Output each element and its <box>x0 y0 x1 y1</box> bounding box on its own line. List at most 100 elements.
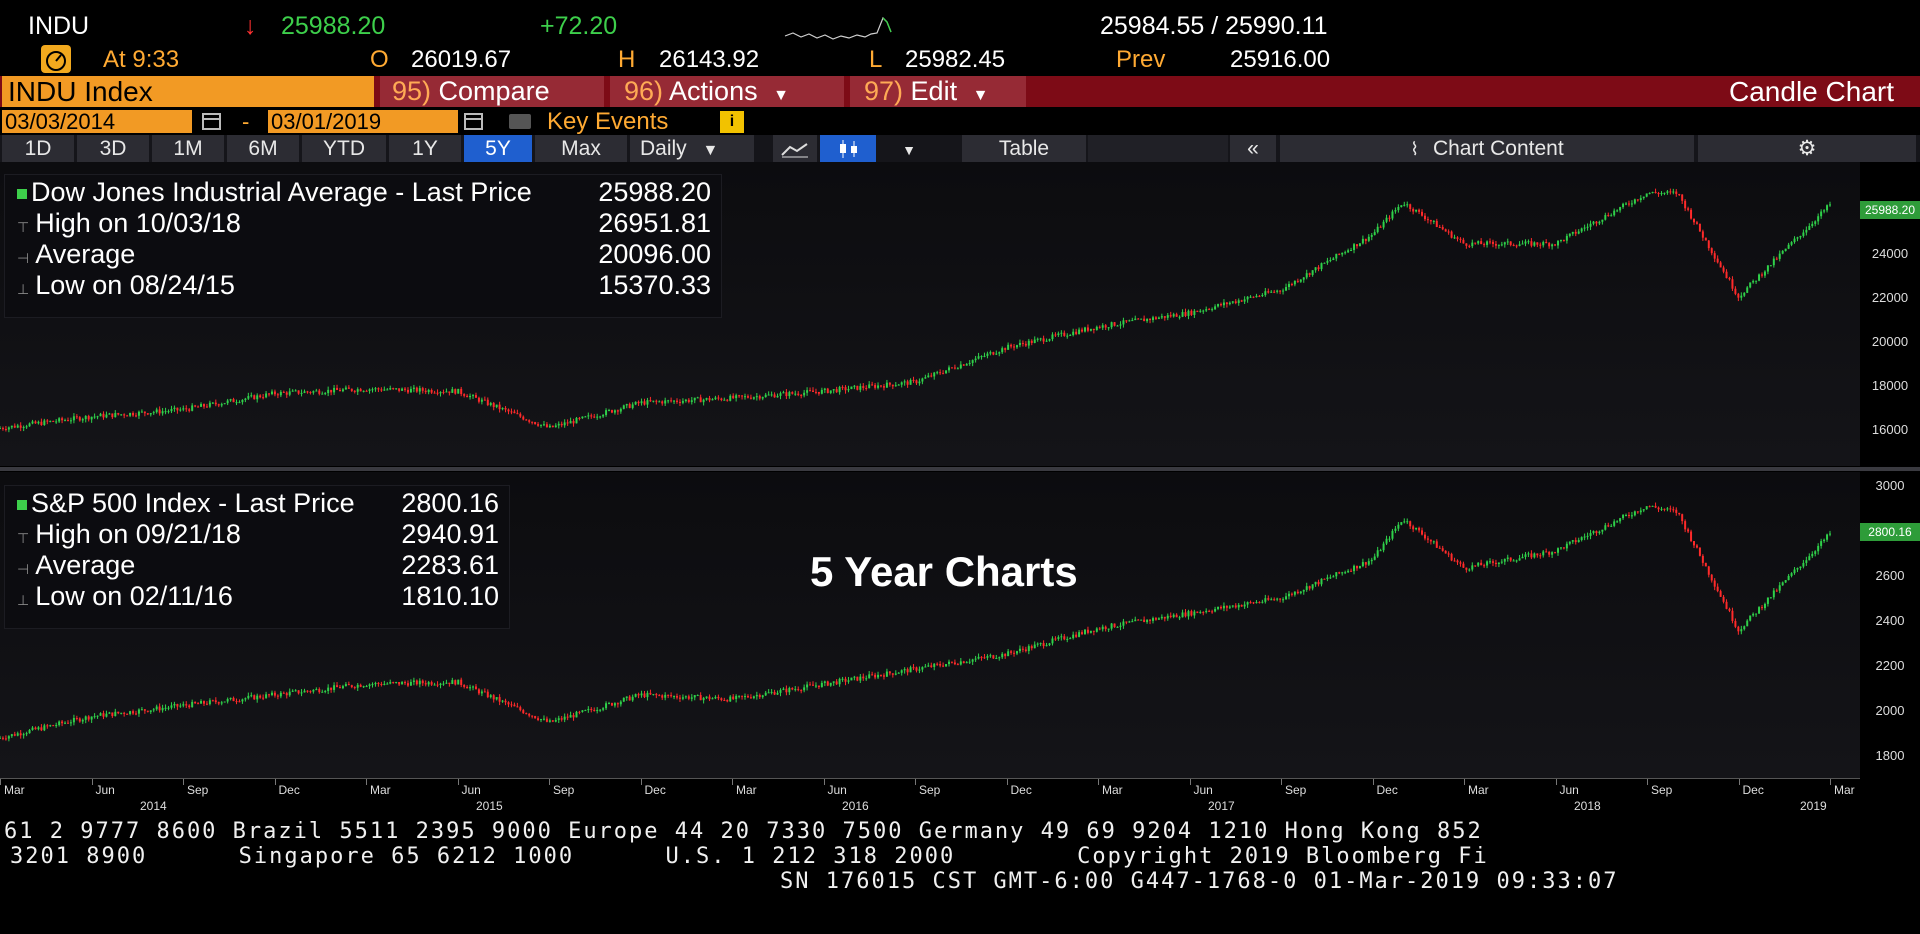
candle-body <box>744 396 747 398</box>
line-chart-icon[interactable] <box>773 135 817 162</box>
candle-body <box>72 416 75 421</box>
candle-body <box>1805 560 1808 563</box>
prev-label: Prev <box>1116 46 1166 73</box>
candle-body <box>628 404 631 408</box>
tab-1m[interactable]: 1M <box>152 135 224 162</box>
start-date-field[interactable]: 03/03/2014 <box>2 110 192 133</box>
candle-body <box>1489 561 1492 563</box>
candle-body <box>1719 262 1722 268</box>
candle-body <box>19 425 22 428</box>
tab-6m[interactable]: 6M <box>227 135 299 162</box>
candle-body <box>548 720 551 722</box>
candle-body <box>1279 290 1282 292</box>
x-tick-mark <box>915 779 916 785</box>
key-events-label[interactable]: Key Events <box>547 108 669 135</box>
security-field[interactable]: INDU Index <box>2 76 374 107</box>
candle-body <box>1645 193 1648 197</box>
tab-5y[interactable]: 5Y <box>464 135 532 162</box>
candle-body <box>306 391 309 393</box>
candle-body <box>223 403 226 405</box>
tab-1y[interactable]: 1Y <box>389 135 461 162</box>
candle-body <box>590 415 593 417</box>
x-tick-month: Sep <box>1651 783 1673 797</box>
candle-body <box>1796 568 1799 570</box>
candle-body <box>1426 219 1429 221</box>
tab-max[interactable]: Max <box>535 135 627 162</box>
candle-body <box>1264 598 1267 602</box>
candle-body <box>1648 506 1651 508</box>
candle-body <box>1444 229 1447 232</box>
candle-body <box>1104 325 1107 328</box>
tab-3d[interactable]: 3D <box>77 135 149 162</box>
candle-body <box>489 403 492 406</box>
candle-body <box>336 387 339 390</box>
candle-body <box>1092 630 1095 632</box>
candle-body <box>170 705 173 708</box>
candle-chart-icon[interactable] <box>820 135 876 162</box>
candle-body <box>720 698 723 700</box>
candle-body <box>1140 318 1143 320</box>
end-date-field[interactable]: 03/01/2019 <box>268 110 458 133</box>
key-events-toggle[interactable] <box>509 114 531 129</box>
y-tick: 3000 <box>1875 478 1905 493</box>
collapse-icon[interactable]: « <box>1230 135 1276 162</box>
candle-body <box>732 696 735 700</box>
candle-body <box>797 689 800 691</box>
candle-body <box>652 400 655 402</box>
candle-body <box>942 373 945 375</box>
candle-body <box>1373 232 1376 235</box>
candle-body <box>572 421 575 424</box>
frequency-dropdown[interactable]: Daily ▼ <box>630 135 754 162</box>
calendar-icon[interactable] <box>462 110 486 133</box>
candle-body <box>1598 221 1601 224</box>
candle-body <box>1355 565 1358 569</box>
y-tick: 24000 <box>1871 246 1909 261</box>
candle-body <box>344 684 347 687</box>
candle-body <box>1423 215 1426 220</box>
candle-body <box>590 708 593 710</box>
candle-body <box>1450 553 1453 561</box>
gear-icon[interactable]: ⚙ <box>1698 135 1916 162</box>
candle-body <box>1376 550 1379 557</box>
candle-body <box>1622 203 1625 208</box>
candle-body <box>690 697 693 699</box>
chart-content-button[interactable]: ⌇ Chart Content <box>1280 135 1694 162</box>
candle-body <box>282 692 285 694</box>
chart-style-dropdown[interactable]: ▼ <box>878 135 940 162</box>
candle-body <box>655 694 658 696</box>
candle-body <box>1063 636 1066 640</box>
candle-body <box>513 411 516 414</box>
candle-body <box>1264 291 1267 296</box>
candle-body <box>1193 310 1196 315</box>
calendar-icon[interactable] <box>200 110 224 133</box>
candle-body <box>1217 606 1220 609</box>
candle-body <box>894 673 897 675</box>
table-button[interactable]: Table <box>962 135 1086 162</box>
candle-body <box>1184 312 1187 316</box>
tab-1d[interactable]: 1D <box>2 135 74 162</box>
panel-divider[interactable] <box>0 467 1920 471</box>
compare-button[interactable]: 95) Compare <box>380 76 604 107</box>
candle-body <box>699 695 702 701</box>
edit-button[interactable]: 97) Edit ▼ <box>850 76 1026 107</box>
candle-body <box>1338 253 1341 255</box>
tab-ytd[interactable]: YTD <box>302 135 386 162</box>
candle-body <box>406 389 409 393</box>
gauge-icon[interactable] <box>41 45 71 73</box>
actions-button[interactable]: 96) Actions ▼ <box>610 76 844 107</box>
candle-body <box>315 689 318 691</box>
candle-body <box>1548 551 1551 555</box>
candle-body <box>495 697 498 700</box>
candle-body <box>560 423 563 426</box>
info-icon[interactable]: i <box>720 111 744 133</box>
candle-body <box>10 734 13 737</box>
legend-high-row: ⊤ High on 09/21/18 <box>17 519 241 549</box>
candle-body <box>820 389 823 394</box>
candle-body <box>1255 295 1258 298</box>
candle-body <box>321 691 324 693</box>
candle-body <box>1669 191 1672 193</box>
candle-body <box>758 694 761 698</box>
candle-body <box>711 698 714 700</box>
candle-body <box>1353 565 1356 572</box>
candle-body <box>956 368 959 370</box>
